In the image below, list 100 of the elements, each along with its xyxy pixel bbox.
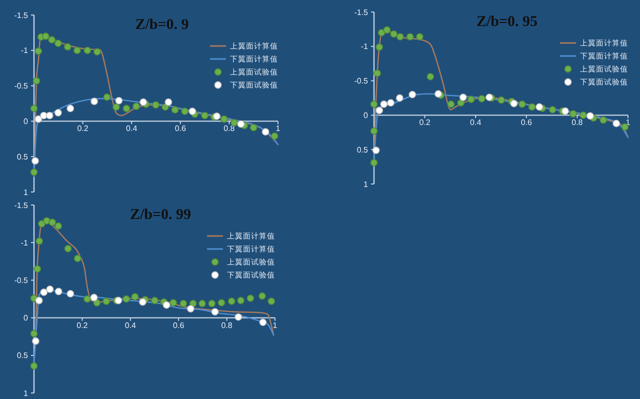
point <box>30 330 38 338</box>
point <box>228 298 236 305</box>
point <box>370 158 378 166</box>
point <box>580 112 587 119</box>
point <box>180 300 188 308</box>
point <box>74 254 82 262</box>
point <box>66 104 74 112</box>
point <box>447 100 455 108</box>
point <box>237 120 245 128</box>
point <box>612 120 620 128</box>
point <box>408 90 416 98</box>
point <box>131 293 139 300</box>
point <box>548 106 556 114</box>
chart-title: Z/b=0. 99 <box>130 207 192 223</box>
point <box>370 127 378 135</box>
point <box>380 100 388 108</box>
point <box>434 90 442 98</box>
point <box>151 296 158 304</box>
point <box>396 94 404 102</box>
point <box>64 244 72 252</box>
point <box>600 116 608 124</box>
point <box>122 104 130 112</box>
point <box>237 296 244 304</box>
point <box>138 298 146 306</box>
y-tick-label: -0.5 <box>14 82 29 91</box>
point <box>258 292 266 300</box>
y-tick-label: -1 <box>20 238 29 248</box>
x-tick-label: 0.4 <box>470 118 482 128</box>
point <box>211 308 219 316</box>
point <box>93 48 101 56</box>
point <box>122 295 130 303</box>
y-tick-label: 0 <box>364 111 369 120</box>
point <box>32 157 39 165</box>
point <box>36 237 43 245</box>
point <box>32 337 40 345</box>
point <box>372 146 380 154</box>
point <box>34 115 42 123</box>
point <box>213 112 220 120</box>
point <box>181 108 188 115</box>
point <box>378 28 386 36</box>
x-tick-label: 0.4 <box>124 320 137 330</box>
point <box>84 295 91 303</box>
point <box>268 298 276 305</box>
point <box>562 107 569 115</box>
point <box>510 100 518 108</box>
point <box>383 26 391 34</box>
point <box>457 99 465 107</box>
point <box>426 72 434 80</box>
point <box>262 128 270 136</box>
point <box>416 33 424 40</box>
x-tick-label: 0.2 <box>77 124 89 134</box>
point <box>34 47 42 55</box>
x-tick-label: 1 <box>272 320 278 330</box>
point <box>90 294 98 302</box>
point <box>54 109 62 116</box>
point <box>246 294 254 302</box>
point <box>54 222 62 230</box>
point <box>46 112 54 120</box>
point <box>48 218 56 226</box>
chart-title: Z/b=0. 9 <box>135 17 189 33</box>
point <box>376 106 384 114</box>
point <box>374 70 381 77</box>
point <box>48 36 56 44</box>
point <box>370 100 378 108</box>
point <box>459 94 467 102</box>
point <box>93 299 101 306</box>
point <box>35 296 43 304</box>
point <box>406 33 414 40</box>
point <box>218 299 226 306</box>
point <box>40 288 48 296</box>
point <box>528 103 536 111</box>
point <box>250 124 258 132</box>
point <box>54 40 62 48</box>
point <box>536 103 544 111</box>
x-tick-label: 0.8 <box>572 118 584 128</box>
point <box>170 299 177 306</box>
point <box>30 104 38 112</box>
y-tick-label: 0.5 <box>16 152 29 162</box>
y-tick-label: -1.5 <box>14 200 29 210</box>
x-tick-label: 1 <box>276 124 281 134</box>
x-tick-label: 0.8 <box>224 124 236 134</box>
point <box>140 98 148 106</box>
point <box>171 106 179 114</box>
point <box>73 46 81 54</box>
point <box>38 220 46 228</box>
chart-title: Z/b=0. 95 <box>476 14 538 30</box>
y-tick-label: -1 <box>20 46 29 56</box>
x-tick-label: 0.4 <box>126 124 138 134</box>
y-tick-label: 0.5 <box>356 145 369 154</box>
point <box>115 96 123 104</box>
point <box>586 112 594 120</box>
y-tick-label: -0.5 <box>354 76 369 86</box>
y-tick-label: 0.5 <box>16 351 29 360</box>
point <box>387 99 394 107</box>
y-tick-label: 0 <box>24 117 29 126</box>
point <box>32 77 40 85</box>
point <box>208 300 216 308</box>
point <box>84 46 92 54</box>
point <box>498 96 505 104</box>
point <box>46 286 54 293</box>
